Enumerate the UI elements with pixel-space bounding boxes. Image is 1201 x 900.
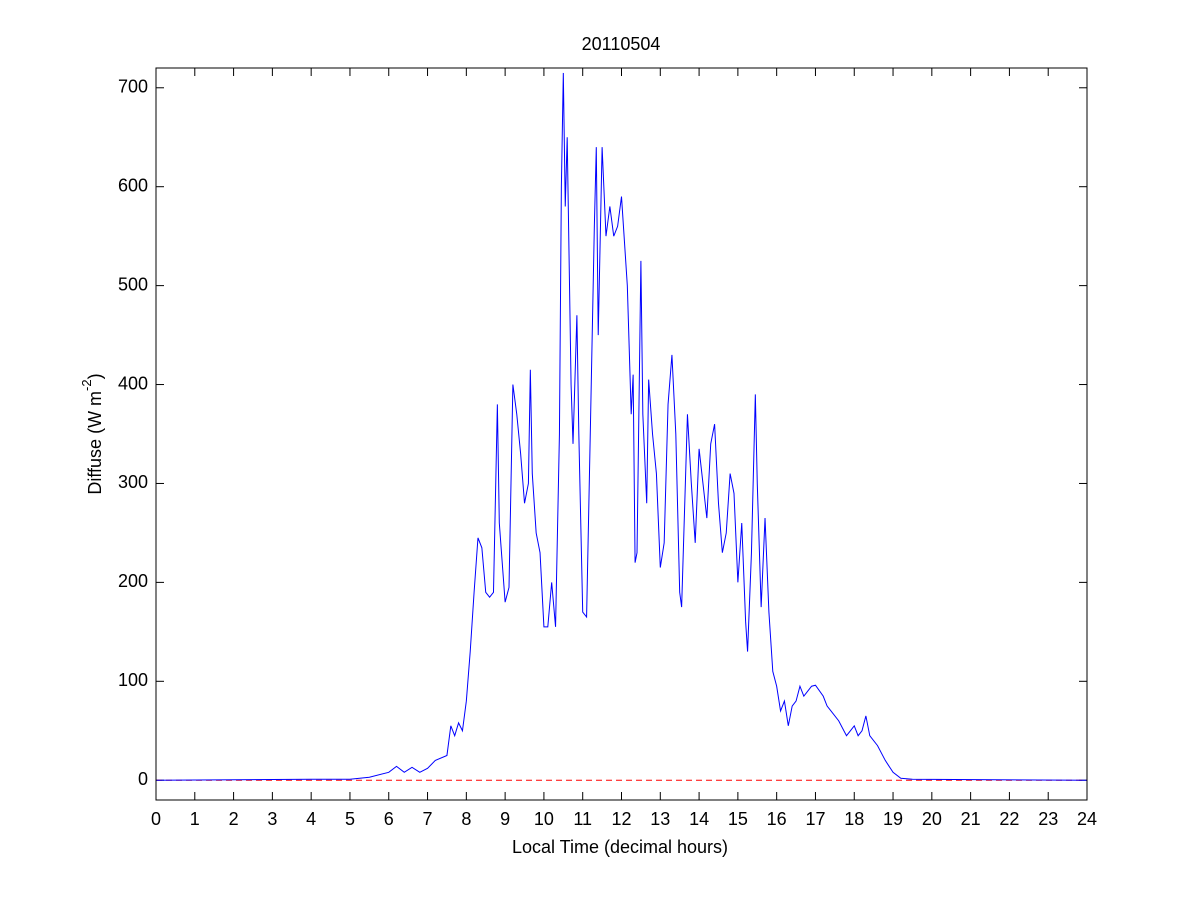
- y-tick-label: 100: [118, 670, 148, 690]
- y-label-suffix: ): [85, 373, 105, 379]
- x-tick-label: 1: [190, 809, 200, 829]
- x-tick-label: 17: [805, 809, 825, 829]
- x-tick-label: 19: [883, 809, 903, 829]
- x-tick-label: 2: [229, 809, 239, 829]
- chart-title: 20110504: [582, 34, 661, 54]
- y-axis-label: Diffuse (W m-2): [79, 373, 104, 494]
- x-tick-label: 8: [461, 809, 471, 829]
- x-tick-label: 14: [689, 809, 709, 829]
- x-tick-label: 24: [1077, 809, 1097, 829]
- x-tick-label: 18: [844, 809, 864, 829]
- x-tick-label: 12: [611, 809, 631, 829]
- x-tick-label: 20: [922, 809, 942, 829]
- y-label-sup: -2: [79, 379, 94, 391]
- x-tick-label: 21: [961, 809, 981, 829]
- x-tick-label: 5: [345, 809, 355, 829]
- y-tick-label: 700: [118, 77, 148, 97]
- x-tick-label: 3: [267, 809, 277, 829]
- x-tick-label: 16: [767, 809, 787, 829]
- x-axis-label: Local Time (decimal hours): [512, 837, 728, 857]
- plot-frame: [155, 67, 1088, 801]
- x-tick-label: 0: [151, 809, 161, 829]
- y-tick-label: 200: [118, 571, 148, 591]
- y-tick-label: 400: [118, 373, 148, 393]
- x-tick-label: 23: [1038, 809, 1058, 829]
- y-tick-label: 300: [118, 472, 148, 492]
- x-tick-label: 22: [999, 809, 1019, 829]
- y-tick-label: 500: [118, 274, 148, 294]
- x-tick-label: 6: [384, 809, 394, 829]
- x-tick-label: 4: [306, 809, 316, 829]
- data-line: [155, 72, 1088, 781]
- y-label-text: Diffuse (W m: [85, 391, 105, 495]
- y-tick-label: 600: [118, 175, 148, 195]
- x-tick-label: 15: [728, 809, 748, 829]
- x-tick-label: 10: [534, 809, 554, 829]
- x-tick-label: 9: [500, 809, 510, 829]
- x-tick-label: 11: [573, 809, 592, 829]
- x-tick-label: 13: [650, 809, 670, 829]
- y-tick-label: 0: [138, 769, 148, 789]
- x-tick-label: 7: [423, 809, 433, 829]
